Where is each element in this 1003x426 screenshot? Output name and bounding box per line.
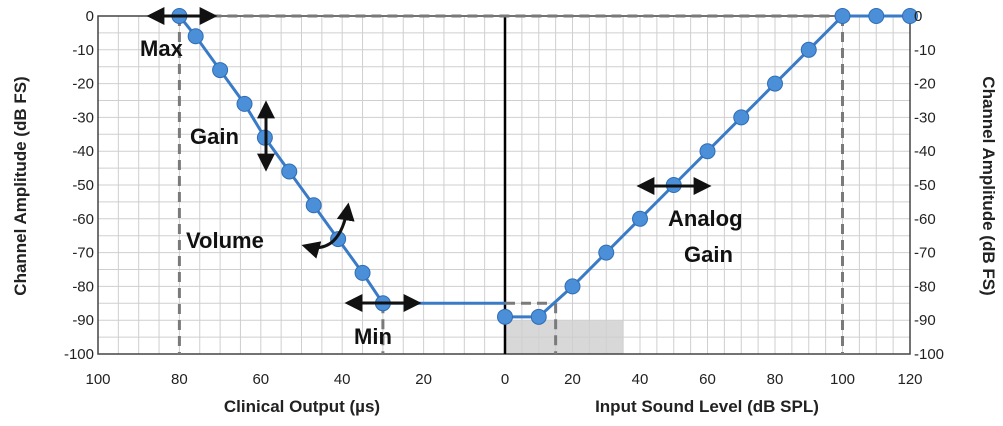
- annotation-gain: Gain: [190, 100, 275, 172]
- annotation-gain-label: Gain: [190, 124, 239, 149]
- x-tick-label-left: 100: [85, 371, 110, 388]
- annotation-volume-label: Volume: [186, 228, 264, 253]
- y-tick-label-right: -10: [914, 42, 936, 59]
- y-tick-label-left: -80: [72, 278, 94, 295]
- data-points: [171, 8, 918, 325]
- y-tick-label-left: -90: [72, 312, 94, 329]
- data-point: [236, 95, 253, 112]
- x-tick-label-left: 80: [171, 371, 188, 388]
- y-axis-title-left: Channel Amplitude (dB FS): [11, 76, 30, 295]
- y-tick-label-right: 0: [914, 8, 922, 25]
- y-tick-label-left: -40: [72, 143, 94, 160]
- data-point: [564, 278, 581, 295]
- y-tick-label-right: -30: [914, 109, 936, 126]
- y-tick-label-right: -90: [914, 312, 936, 329]
- y-tick-label-left: -70: [72, 245, 94, 262]
- data-point: [699, 143, 716, 160]
- data-point: [305, 197, 322, 214]
- y-tick-label-right: -40: [914, 143, 936, 160]
- x-tick-label-right: 120: [897, 371, 922, 388]
- annotation-volume: Volume: [186, 202, 355, 259]
- x-tick-label-left: 40: [334, 371, 351, 388]
- y-tick-label-left: -100: [64, 346, 94, 363]
- x-tick-label-right: 80: [767, 371, 784, 388]
- x-tick-label-right: 100: [830, 371, 855, 388]
- annotation-analog-label: Analog: [668, 206, 743, 231]
- data-point: [497, 308, 513, 325]
- data-point: [834, 8, 851, 24]
- y-tick-label-left: -20: [72, 76, 94, 93]
- y-tick-label-right: -70: [914, 245, 936, 262]
- annotation-min: Min: [344, 294, 422, 349]
- y-tick-label-right: -20: [914, 76, 936, 93]
- data-point: [733, 109, 750, 126]
- x-tick-label-right: 20: [564, 371, 581, 388]
- data-point: [187, 28, 204, 45]
- annotation-min-label: Min: [354, 324, 392, 349]
- x-tick-label-right: 60: [699, 371, 716, 388]
- annotation-gain2-label: Gain: [684, 242, 733, 267]
- y-tick-label-right: -80: [914, 278, 936, 295]
- annotation-max: Max: [140, 7, 218, 61]
- annotation-max-label: Max: [140, 36, 184, 61]
- y-tick-label-right: -60: [914, 211, 936, 228]
- data-point: [902, 8, 918, 24]
- y-tick-label-left: -60: [72, 211, 94, 228]
- x-tick-label-left: 60: [252, 371, 269, 388]
- y-axis-title-right: Channel Amplitude (dB FS): [979, 76, 998, 295]
- x-tick-label-right: 0: [501, 371, 509, 388]
- y-tick-label-left: -30: [72, 109, 94, 126]
- x-tick-label-right: 40: [632, 371, 649, 388]
- x-axis-title-right: Input Sound Level (dB SPL): [595, 397, 819, 416]
- data-point: [632, 210, 648, 227]
- y-tick-label-left: -50: [72, 177, 94, 194]
- reference-lines: [177, 14, 844, 354]
- data-point: [530, 308, 547, 325]
- tick-labels: 0 0 -10 -10 -20 -20 -30 -30 -40 -40 -50 -50 -60 -60 -7…: [64, 8, 944, 388]
- y-tick-label-right: -50: [914, 177, 936, 194]
- data-point: [354, 264, 371, 281]
- x-tick-label-left: 20: [415, 371, 432, 388]
- annotation-analog-gain: Analog Gain: [636, 177, 743, 267]
- data-point: [212, 62, 229, 79]
- data-point: [800, 41, 817, 58]
- x-axis-title-left: Clinical Output (µs): [224, 397, 380, 416]
- data-point: [767, 75, 783, 92]
- data-point: [598, 244, 615, 261]
- volume-arrow: [301, 202, 355, 259]
- data-point: [281, 163, 298, 180]
- y-tick-label-right: -100: [914, 346, 944, 363]
- y-tick-label-left: -10: [72, 42, 94, 59]
- y-tick-label-left: 0: [86, 8, 94, 25]
- data-point: [868, 8, 885, 24]
